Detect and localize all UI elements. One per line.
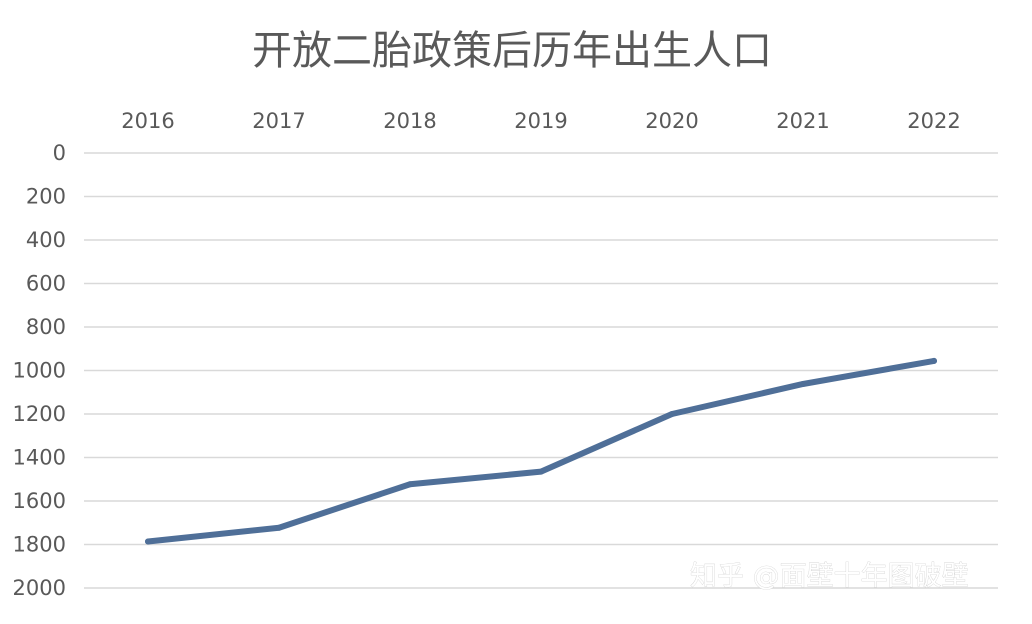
y-tick-label: 1400 — [13, 446, 66, 470]
x-tick-label: 2016 — [121, 109, 174, 133]
x-tick-label: 2019 — [514, 109, 567, 133]
data-point — [669, 411, 675, 417]
y-tick-label: 600 — [26, 272, 66, 296]
y-tick-label: 1000 — [13, 359, 66, 383]
y-tick-label: 800 — [26, 315, 66, 339]
x-tick-label: 2020 — [645, 109, 698, 133]
y-tick-label: 400 — [26, 228, 66, 252]
gridlines — [84, 152, 998, 589]
data-point — [800, 380, 806, 387]
y-tick-label: 0 — [53, 141, 66, 165]
data-point — [145, 538, 151, 545]
x-tick-label: 2022 — [907, 109, 960, 133]
series-line — [145, 357, 937, 545]
x-tick-label: 2021 — [776, 109, 829, 133]
watermark: 知乎 @面壁十年图破壁 — [690, 561, 969, 592]
y-tick-label: 1600 — [13, 489, 66, 513]
series-layer — [145, 357, 937, 545]
data-point — [276, 524, 282, 531]
y-tick-label: 1800 — [13, 533, 66, 557]
y-axis-ticks: 0 200 400 600 800 1000 1200 1400 1600 1800 2000 — [13, 141, 66, 600]
x-tick-label: 2017 — [252, 109, 305, 133]
y-tick-label: 200 — [26, 185, 66, 209]
x-tick-label: 2018 — [383, 109, 436, 133]
chart-title: 开放二胎政策后历年出生人口 — [252, 28, 772, 74]
data-point — [407, 481, 413, 488]
y-tick-label: 1200 — [13, 402, 66, 426]
x-axis-ticks: 2016 2017 2018 2019 2020 2021 2022 — [121, 109, 960, 133]
data-point — [931, 357, 937, 364]
y-tick-label: 2000 — [13, 576, 66, 600]
data-point — [538, 468, 544, 475]
